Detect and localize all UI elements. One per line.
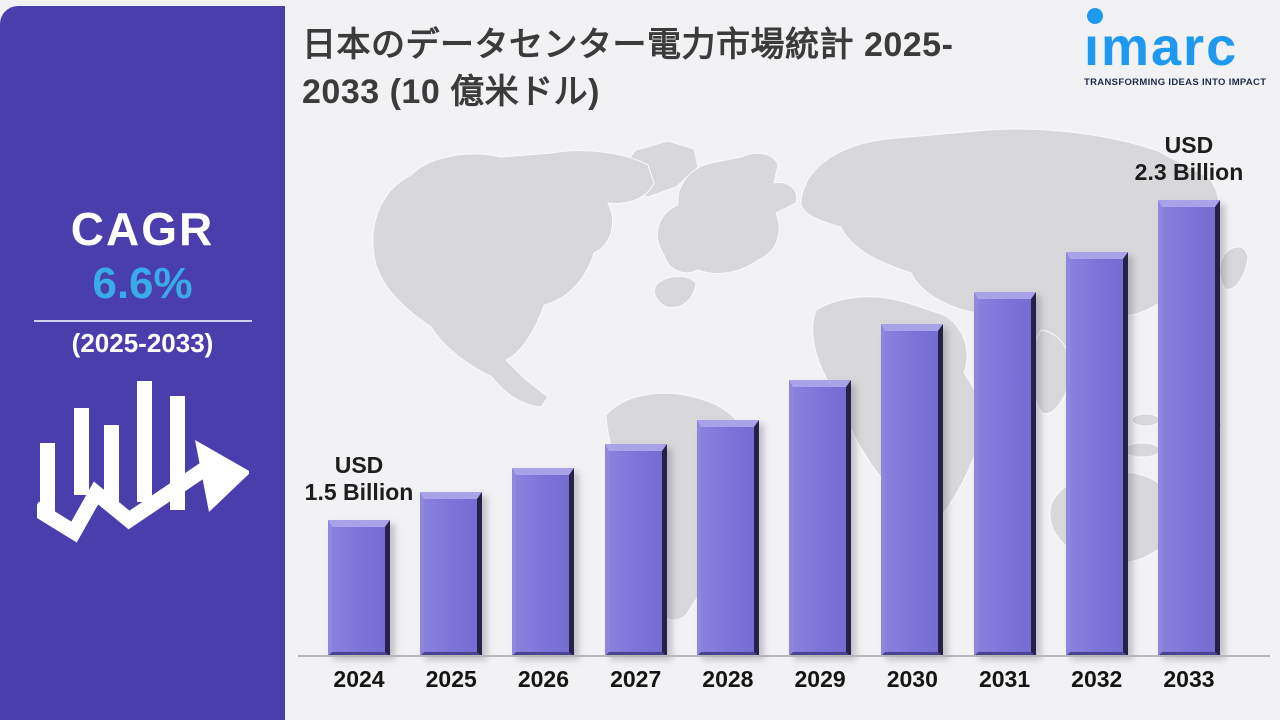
x-axis-label-2031: 2031: [978, 666, 1031, 692]
bar-slot-2026: 2026: [512, 200, 575, 692]
x-axis-line: [298, 655, 1270, 657]
chart-panel: 日本のデータセンター電力市場統計 2025- 2033 (10 億米ドル) ım…: [288, 0, 1280, 720]
value-label-2033: USD 2.3 Billion: [1134, 132, 1244, 185]
x-axis-label-2027: 2027: [610, 666, 662, 692]
bar-2029: [789, 380, 852, 656]
logo-i-dot-icon: [1087, 8, 1103, 24]
bar-2026: [512, 468, 575, 656]
imarc-logo: ımarc TRANSFORMING IDEAS INTO IMPACT: [1084, 6, 1266, 88]
page-title-line1: 日本のデータセンター電力市場統計 2025-: [302, 26, 954, 64]
cagr-label: CAGR: [70, 203, 215, 255]
bar-slot-2033: USD 2.3 Billion 2033: [1135, 132, 1244, 692]
x-axis-label-2028: 2028: [702, 666, 754, 692]
bar-2032: [1065, 252, 1128, 656]
bar-slot-2031: 2031: [973, 200, 1036, 692]
bar-2027: [604, 444, 667, 656]
x-axis-label-2025: 2025: [425, 666, 477, 692]
divider: [33, 320, 252, 322]
x-axis-label-2033: 2033: [1163, 666, 1215, 692]
x-axis-label-2030: 2030: [886, 666, 938, 692]
logo-text: ımarc: [1084, 17, 1239, 77]
bar-2033: [1157, 200, 1220, 656]
bar-chart: USD 1.5 Billion 2024 2025 2026 2027 2028 2029 20…: [305, 132, 1244, 692]
cagr-value: 6.6%: [92, 259, 193, 308]
bar-2024: [328, 520, 390, 656]
value-label-2024: USD 1.5 Billion: [304, 452, 414, 505]
bar-slot-2024: USD 1.5 Billion 2024: [305, 200, 414, 692]
page-title-line2: 2033 (10 億米ドル): [302, 72, 600, 111]
bar-slot-2027: 2027: [604, 200, 667, 692]
bar-2030: [881, 324, 944, 656]
page-title: 日本のデータセンター電力市場統計 2025- 2033 (10 億米ドル): [302, 22, 1072, 116]
bar-2025: [420, 492, 483, 656]
growth-chart-arrow-icon: [36, 381, 249, 543]
bar-2028: [696, 420, 759, 656]
cagr-period: (2025-2033): [71, 328, 214, 358]
bar-slot-2028: 2028: [696, 200, 759, 692]
bar-2031: [973, 292, 1036, 656]
x-axis-label-2032: 2032: [1071, 666, 1123, 692]
bar-slot-2030: 2030: [881, 200, 944, 692]
x-axis-label-2024: 2024: [333, 666, 385, 692]
x-axis-label-2029: 2029: [794, 666, 846, 692]
logo-tagline: TRANSFORMING IDEAS INTO IMPACT: [1084, 77, 1267, 88]
bar-slot-2032: 2032: [1065, 200, 1128, 692]
bar-slot-2025: 2025: [420, 200, 483, 692]
x-axis-label-2026: 2026: [517, 666, 570, 692]
bar-slot-2029: 2029: [789, 200, 852, 692]
imarc-wordmark: ımarc: [1084, 6, 1266, 74]
cagr-sidebar: CAGR 6.6% (2025-2033): [0, 6, 285, 720]
